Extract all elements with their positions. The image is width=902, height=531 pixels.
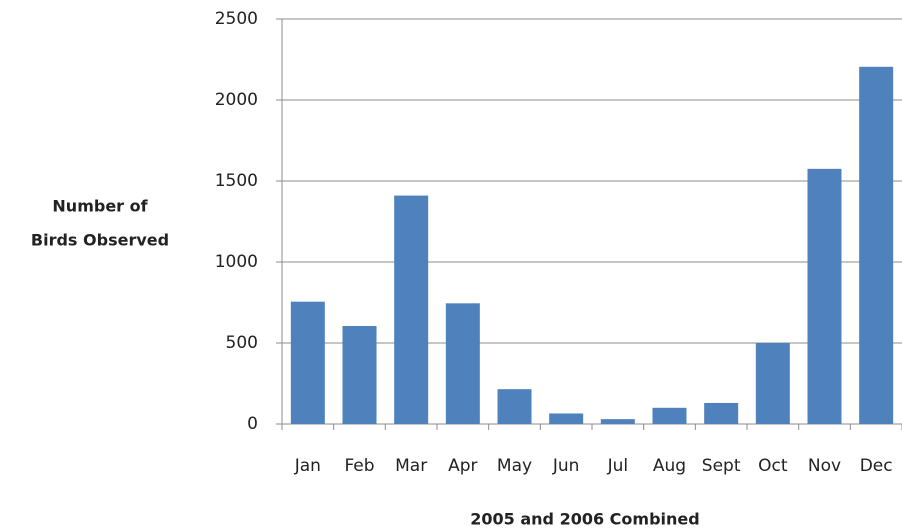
bar (497, 389, 532, 424)
x-tick-label: Oct (758, 456, 788, 476)
bar (549, 413, 584, 424)
x-tick-label: Jul (607, 456, 629, 476)
y-axis-label: Birds Observed (31, 231, 169, 250)
x-tick-label: Sept (702, 456, 741, 476)
x-tick-label: Jan (294, 456, 321, 476)
bar (859, 66, 894, 424)
y-tick-label: 1000 (215, 252, 258, 272)
y-tick-label: 500 (226, 333, 258, 353)
x-tick-label: Feb (344, 456, 374, 476)
x-tick-label: Nov (808, 456, 841, 476)
bar (394, 195, 429, 424)
bar (755, 343, 790, 424)
bar (290, 301, 325, 424)
y-tick-label: 0 (247, 414, 258, 434)
y-axis-label: Number of (52, 197, 148, 216)
y-tick-label: 1500 (215, 171, 258, 191)
bar (445, 303, 480, 424)
x-tick-label: Dec (860, 456, 893, 476)
x-tick-label: Apr (448, 456, 477, 476)
x-axis-label: 2005 and 2006 Combined (470, 510, 699, 529)
y-tick-label: 2000 (215, 90, 258, 110)
bar (652, 407, 687, 424)
x-tick-label: Aug (653, 456, 686, 476)
x-tick-label: Mar (395, 456, 427, 476)
bar (704, 402, 739, 424)
x-tick-label: Jun (552, 456, 580, 476)
y-tick-label: 2500 (215, 9, 258, 29)
bar (342, 325, 377, 424)
bar (600, 419, 635, 424)
bar (807, 168, 842, 424)
x-tick-label: May (497, 456, 532, 476)
